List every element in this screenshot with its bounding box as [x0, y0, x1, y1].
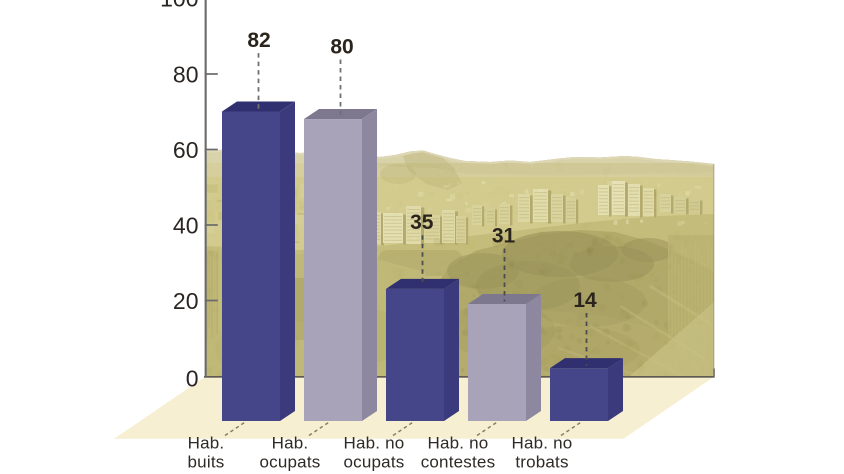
svg-text:80: 80	[330, 36, 353, 59]
svg-text:Hab.: Hab.	[272, 433, 309, 452]
svg-text:Hab.: Hab.	[188, 433, 225, 452]
svg-text:Hab. no: Hab. no	[428, 433, 489, 452]
svg-text:Hab. no: Hab. no	[344, 433, 405, 452]
svg-text:100: 100	[160, 0, 198, 11]
svg-text:0: 0	[186, 366, 199, 392]
svg-text:contestes: contestes	[421, 453, 496, 472]
svg-text:buits: buits	[188, 453, 225, 472]
svg-text:ocupats: ocupats	[260, 453, 321, 472]
svg-text:20: 20	[173, 288, 199, 314]
svg-text:60: 60	[173, 137, 199, 163]
svg-text:31: 31	[492, 225, 516, 248]
svg-text:35: 35	[410, 211, 434, 234]
svg-text:14: 14	[573, 289, 597, 312]
svg-text:Hab. no: Hab. no	[512, 433, 573, 452]
svg-text:trobats: trobats	[515, 453, 568, 472]
svg-text:40: 40	[173, 212, 199, 238]
svg-text:82: 82	[247, 29, 270, 52]
svg-text:ocupats: ocupats	[344, 453, 405, 472]
svg-text:80: 80	[173, 61, 199, 87]
